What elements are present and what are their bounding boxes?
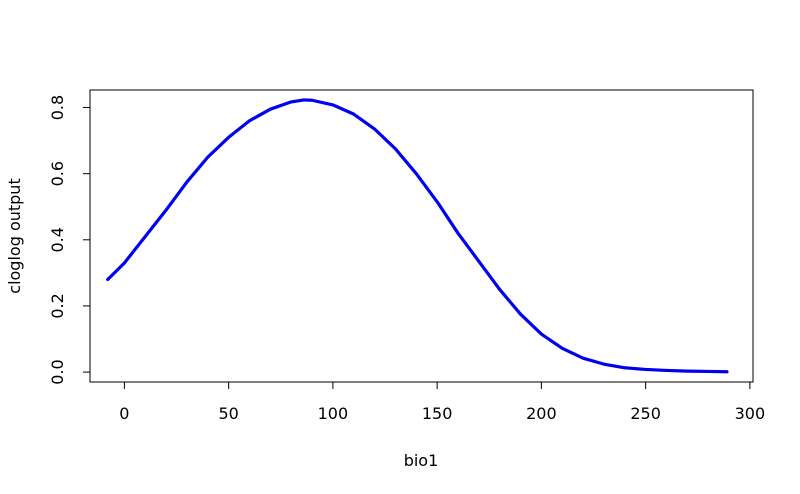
series-line [106, 98, 729, 374]
x-tick-label: 0 [119, 404, 129, 423]
y-tick-label: 0.6 [48, 161, 67, 186]
y-tick-label: 0.2 [48, 293, 67, 318]
x-tick-label: 300 [735, 404, 766, 423]
y-axis: 0.0 0.2 0.4 0.6 0.8 [48, 95, 91, 385]
x-tick-label: 150 [422, 404, 453, 423]
x-axis-title: bio1 [404, 451, 439, 470]
x-tick-label: 200 [526, 404, 557, 423]
plot-area-frame [89, 89, 754, 383]
x-tick-label: 100 [318, 404, 349, 423]
y-tick-label: 0.8 [48, 95, 67, 120]
y-tick-label: 0.0 [48, 359, 67, 384]
y-axis-title: cloglog output [5, 178, 24, 293]
x-tick-label: 50 [218, 404, 238, 423]
y-tick-label: 0.4 [48, 227, 67, 252]
x-axis: 0 50 100 150 200 250 300 [119, 381, 766, 423]
series-layer [106, 98, 729, 374]
x-tick-label: 250 [630, 404, 661, 423]
